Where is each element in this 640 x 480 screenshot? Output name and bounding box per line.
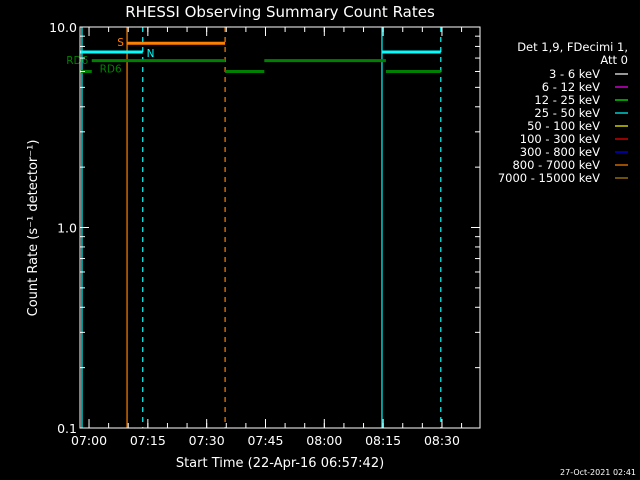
x-tick-label-6: 08:30 (424, 433, 460, 448)
axis-layer: 07:00 07:15 07:30 07:45 08:00 08:15 08:30 10.0 1… (49, 20, 480, 448)
annotation-1: N (147, 48, 155, 60)
x-tick-label-0: 07:00 (71, 433, 107, 448)
legend-entry-label-3: 25 - 50 keV (534, 106, 600, 120)
legend-entry-label-4: 50 - 100 keV (527, 119, 600, 133)
legend-entry-label-6: 300 - 800 keV (520, 145, 600, 159)
legend-entry-label-0: 3 - 6 keV (549, 67, 600, 81)
legend-header-0: Det 1,9, FDecimi 1, (517, 40, 628, 54)
legend-entry-label-5: 100 - 300 keV (520, 132, 600, 146)
legend-header-1: Att 0 (600, 53, 628, 67)
x-tick-label-1: 07:15 (130, 433, 166, 448)
plot-frame (79, 26, 481, 429)
x-axis-label: Start Time (22-Apr-16 06:57:42) (176, 456, 384, 471)
y-tick-label-0: 10.0 (49, 20, 77, 35)
chart-title: RHESSI Observing Summary Count Rates (125, 3, 435, 21)
footer-timestamp: 27-Oct-2021 02:41 (560, 468, 636, 477)
data-layer: S N RD6 RD6 (66, 27, 442, 428)
annotation-2: RD6 (66, 55, 88, 67)
y-tick-label-2: 0.1 (57, 421, 77, 436)
legend-entry-label-1: 6 - 12 keV (542, 80, 600, 94)
x-tick-label-3: 07:45 (247, 433, 283, 448)
x-tick-label-2: 07:30 (189, 433, 225, 448)
legend-entry-label-2: 12 - 25 keV (534, 93, 600, 107)
annotation-0: S (117, 37, 124, 49)
legend-entry-label-8: 7000 - 15000 keV (498, 171, 600, 185)
y-tick-label-1: 1.0 (57, 221, 77, 236)
x-tick-label-4: 08:00 (306, 433, 342, 448)
x-tick-label-5: 08:15 (365, 433, 401, 448)
annotation-3: RD6 (100, 64, 122, 76)
y-axis-label: Count Rate (s⁻¹ detector⁻¹) (26, 140, 41, 317)
legend-entry-label-7: 800 - 7000 keV (512, 158, 600, 172)
